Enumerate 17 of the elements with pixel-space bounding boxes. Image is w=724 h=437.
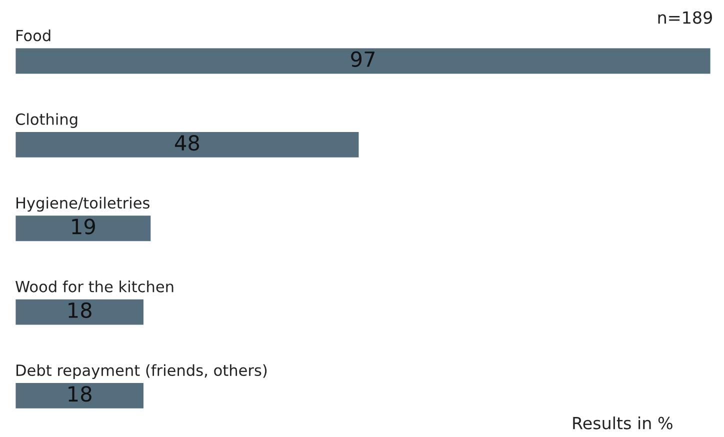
bar — [15, 46, 711, 76]
data-label: 18 — [68, 386, 92, 402]
y-tick-label: Clothing — [16, 113, 78, 128]
bar — [15, 130, 360, 159]
data-label: 97 — [351, 51, 374, 68]
annotation: n=189 — [658, 11, 712, 24]
data-label: 19 — [72, 218, 95, 234]
data-label: 48 — [174, 134, 200, 151]
bar — [15, 382, 145, 410]
data-label: 18 — [68, 302, 92, 318]
bar — [15, 214, 152, 242]
y-tick-label: Hygiene/toiletries — [16, 196, 150, 212]
text: Results in % — [573, 416, 672, 430]
y-tick-label: Debt repayment (friends, others) — [16, 364, 267, 379]
y-tick-label: Wood for the kitchen — [16, 280, 174, 292]
bar — [15, 298, 145, 326]
y-tick-label: Food — [16, 29, 50, 42]
